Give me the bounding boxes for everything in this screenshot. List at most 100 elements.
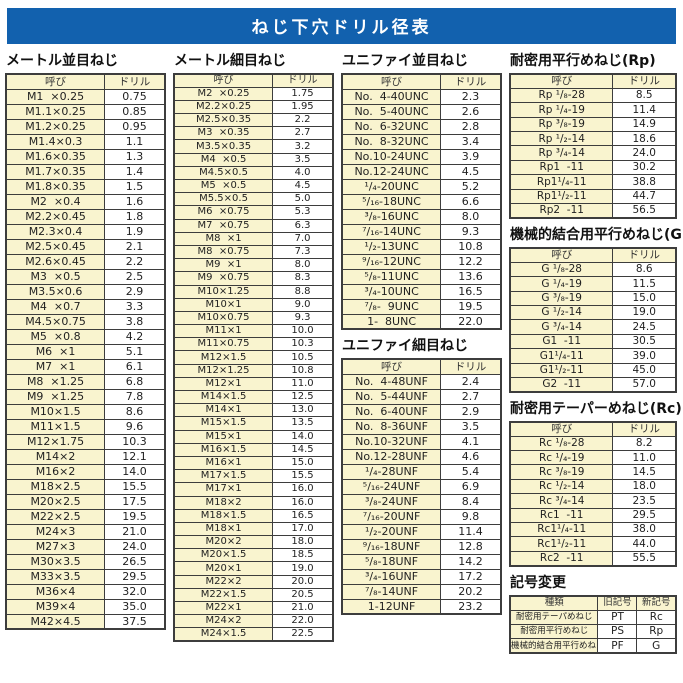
- table-row: ⁷/₁₆-20UNF 9.8: [341, 508, 502, 525]
- value-cell: 1.3: [104, 148, 166, 165]
- value-cell: 8.0: [272, 258, 334, 273]
- value-cell: 18.0: [272, 535, 334, 550]
- value-cell: 6.3: [272, 218, 334, 233]
- value-cell: 10.3: [272, 337, 334, 352]
- value-cell: 10.5: [272, 350, 334, 365]
- designation-cell: M12×1.25: [173, 363, 274, 378]
- value-cell: 8.8: [272, 284, 334, 299]
- value-cell: 4.1: [440, 433, 502, 450]
- designation-cell: Rp ³/₄-14: [509, 145, 614, 161]
- value-cell: 4.6: [440, 448, 502, 465]
- table-row: M2 ×0.25 1.75: [173, 86, 334, 101]
- table-row: M12×1.75 10.3: [5, 433, 166, 450]
- table-row: No.12-28UNF 4.6: [341, 448, 502, 465]
- column-unified: ユニファイ並目ねじ 呼び ドリル No. 4-40UNC 2.3 No. 5-40U…: [341, 53, 502, 615]
- table-row: Rp2 -11 56.5: [509, 203, 677, 219]
- value-cell: 56.5: [612, 203, 677, 219]
- value-cell: 8.6: [104, 403, 166, 420]
- value-cell: 2.1: [104, 238, 166, 255]
- designation-cell: ³/₈-24UNF: [341, 493, 442, 510]
- designation-cell: M24×3: [5, 523, 106, 540]
- section-metric-fine: メートル細目ねじ 呼び ドリル M2 ×0.25 1.75 M2.2×0.25 1.9…: [173, 53, 334, 643]
- table-row: M11×1.5 9.6: [5, 418, 166, 435]
- value-cell: 6.9: [440, 478, 502, 495]
- table-row: M12×1.25 10.8: [173, 363, 334, 378]
- section-title-unified-coarse: ユニファイ並目ねじ: [342, 53, 468, 69]
- designation-cell: M22×2.5: [5, 508, 106, 525]
- designation-cell: M20×2.5: [5, 493, 106, 510]
- value-cell: 9.0: [272, 297, 334, 312]
- table-row: M14×1.5 12.5: [173, 389, 334, 405]
- table-row: ¹/₄-28UNF 5.4: [341, 463, 502, 480]
- page-title: ねじ下穴ドリル径表: [7, 8, 676, 44]
- column-header-drill: ドリル: [612, 421, 677, 437]
- value-cell: 17.0: [272, 521, 334, 537]
- column-header-drill: ドリル: [440, 358, 502, 375]
- column-header-name: 呼び: [173, 73, 274, 88]
- designation-cell: M12×1: [173, 376, 274, 392]
- g-table: 呼び ドリル G ¹/₈-28 8.6 G ¹/₄-19 11.5 G ³/₈-19 15…: [509, 246, 677, 393]
- value-cell: 11.0: [272, 376, 334, 392]
- value-cell: 3.5: [440, 418, 502, 435]
- table-row: M22×2.5 19.5: [5, 508, 166, 525]
- designation-cell: G1¹/₄-11: [509, 348, 614, 364]
- designation-cell: Rp ³/₈-19: [509, 116, 614, 133]
- table-row: M5 ×0.8 4.2: [5, 328, 166, 345]
- value-cell: 16.0: [272, 482, 334, 497]
- designation-cell: M17×1: [173, 482, 274, 497]
- section-rc: 耐密用テーパーめねじ(Rc) 呼び ドリル Rc ¹/₈-28 8.2 Rc ¹/₄…: [509, 401, 682, 567]
- value-cell: 18.6: [612, 131, 677, 147]
- value-cell: 2.3: [440, 88, 502, 105]
- designation-cell: M33×3.5: [5, 568, 106, 585]
- designation-cell: ⁷/₈-14UNF: [341, 583, 442, 600]
- designation-cell: ¹/₄-28UNF: [341, 463, 442, 480]
- value-cell: 9.3: [272, 310, 334, 326]
- designation-cell: M4.5×0.75: [5, 313, 106, 330]
- designation-cell: Rc ³/₄-14: [509, 493, 614, 509]
- value-cell: 11.4: [612, 102, 677, 118]
- designation-cell: M4 ×0.7: [5, 298, 106, 315]
- value-cell: 14.2: [440, 553, 502, 570]
- value-cell: 15.5: [104, 478, 166, 495]
- designation-cell: M2.2×0.45: [5, 208, 106, 225]
- table-row: M12×1 11.0: [173, 376, 334, 392]
- designation-cell: M2.2×0.25: [173, 99, 274, 115]
- value-cell: 19.0: [272, 561, 334, 576]
- designation-cell: No. 4-40UNC: [341, 88, 442, 105]
- table-row: M5.5×0.5 5.0: [173, 192, 334, 207]
- table-row: M20×1.5 18.5: [173, 548, 334, 563]
- table-row: G1¹/₄-11 39.0: [509, 348, 677, 364]
- column-header-drill: ドリル: [272, 73, 334, 88]
- value-cell: 30.5: [612, 333, 677, 350]
- table-row: M6 ×1 5.1: [5, 343, 166, 360]
- designation-cell: M42×4.5: [5, 613, 106, 630]
- table-row: M10×1.25 8.8: [173, 284, 334, 299]
- designation-cell: M9 ×0.75: [173, 271, 274, 286]
- value-cell: 6.1: [104, 358, 166, 375]
- designation-cell: G ¹/₈-28: [509, 261, 614, 278]
- table-row: ³/₈-16UNC 8.0: [341, 208, 502, 225]
- designation-cell: M3.5×0.6: [5, 283, 106, 300]
- value-cell: 14.5: [612, 464, 677, 480]
- table-row: 耐密用テーパめねじ PT Rc: [509, 609, 677, 626]
- table-row: M16×1.5 14.5: [173, 442, 334, 457]
- value-cell: 23.5: [612, 493, 677, 509]
- designation-cell: M1 ×0.25: [5, 88, 106, 105]
- designation-cell: M3 ×0.5: [5, 268, 106, 285]
- table-row: ³/₄-10UNC 16.5: [341, 283, 502, 300]
- value-cell: 45.0: [612, 362, 677, 378]
- designation-cell: G ¹/₄-19: [509, 276, 614, 292]
- designation-cell: ³/₄-10UNC: [341, 283, 442, 300]
- value-cell: 29.5: [612, 507, 677, 524]
- table-row: G2 -11 57.0: [509, 376, 677, 393]
- value-cell: 8.6: [612, 261, 677, 278]
- designation-cell: ³/₈-16UNC: [341, 208, 442, 225]
- table-row: M4.5×0.75 3.8: [5, 313, 166, 330]
- value-cell: 18.5: [272, 548, 334, 563]
- value-cell: 11.4: [440, 523, 502, 540]
- table-row: ³/₄-16UNF 17.2: [341, 568, 502, 585]
- designation-cell: M22×1: [173, 600, 274, 616]
- table-row: M30×3.5 26.5: [5, 553, 166, 570]
- designation-cell: M20×1: [173, 561, 274, 576]
- column-header-name: 呼び: [509, 247, 614, 263]
